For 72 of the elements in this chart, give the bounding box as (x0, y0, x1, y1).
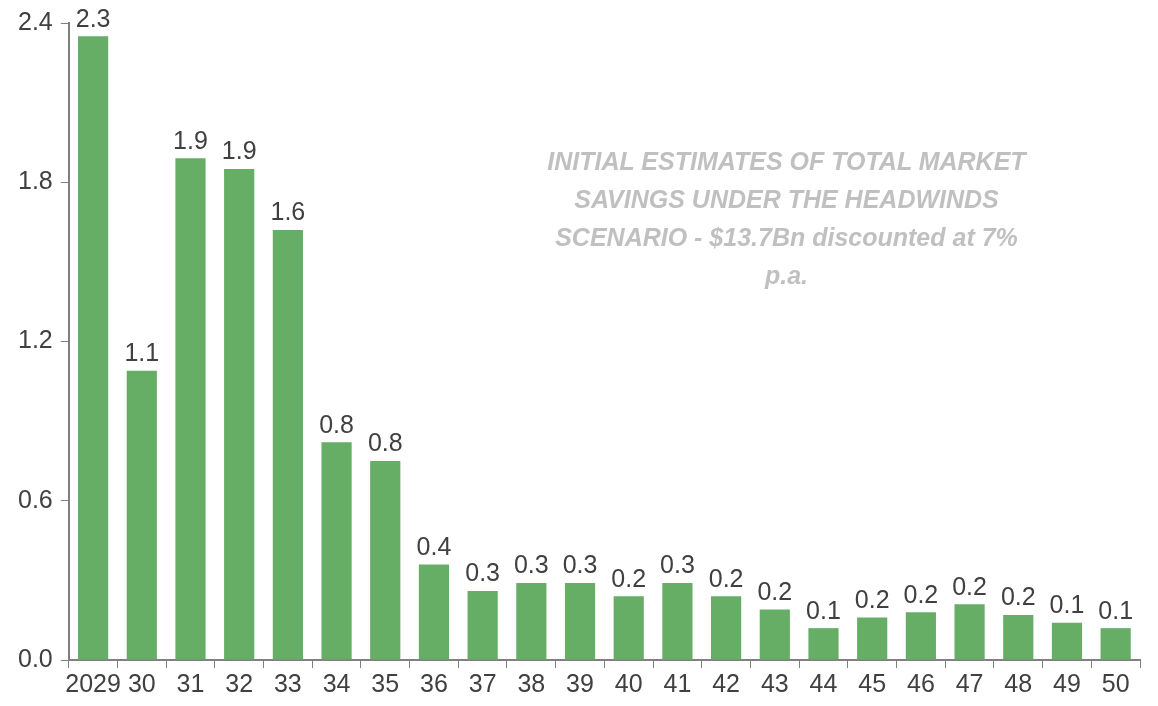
y-tick-label: 1.2 (17, 325, 53, 354)
data-label: 0.2 (903, 579, 939, 608)
data-label: 1.1 (124, 338, 160, 367)
data-label: 0.2 (1000, 582, 1036, 611)
x-tick-label: 40 (614, 668, 643, 697)
x-tick-label: 42 (712, 668, 741, 697)
data-label: 1.6 (270, 197, 306, 226)
bar (808, 628, 839, 660)
bar (1003, 614, 1034, 660)
data-label: 0.1 (1049, 590, 1085, 619)
x-tick-label: 38 (517, 668, 546, 697)
bar (272, 230, 303, 660)
bar (1051, 622, 1083, 660)
bar (711, 596, 742, 660)
x-tick-label: 47 (955, 668, 984, 697)
bar (1100, 628, 1131, 660)
data-label: 0.1 (806, 595, 841, 624)
bar (418, 564, 450, 660)
x-tick-label: 35 (371, 668, 400, 697)
x-tick-label: 44 (809, 668, 838, 697)
data-label: 0.3 (465, 558, 501, 587)
data-label: 0.2 (952, 571, 987, 600)
data-label: 0.2 (611, 563, 647, 592)
bar (126, 370, 157, 660)
bar (954, 604, 985, 660)
x-tick-label: 32 (225, 668, 254, 697)
bar (905, 612, 936, 660)
data-label: 0.3 (513, 550, 549, 579)
bar (224, 168, 255, 660)
x-tick-label: 33 (273, 668, 302, 697)
x-tick-label: 39 (566, 668, 594, 697)
data-label: 0.3 (660, 550, 695, 579)
data-label: 0.2 (757, 576, 793, 605)
data-label: 1.9 (221, 136, 257, 165)
x-tick-label: 2029 (65, 668, 121, 697)
x-tick-label: 30 (127, 668, 156, 697)
data-label: 0.1 (1098, 595, 1134, 624)
x-tick-label: 36 (420, 668, 448, 697)
data-label: 1.9 (173, 125, 208, 154)
annotation: INITIAL ESTIMATES OF TOTAL MARKET SAVINGS UNDER THE HEADWINDS SCENARIO - $13.7Bn discounted at 7% p.a. (547, 146, 1029, 289)
x-tick-label: 45 (858, 668, 887, 697)
data-label: 0.2 (708, 563, 744, 592)
bar (759, 609, 790, 660)
x-tick-label: 34 (322, 668, 351, 697)
bar (662, 583, 693, 660)
bar (467, 590, 498, 660)
y-tick-label: 0.6 (17, 484, 53, 513)
bar (370, 460, 401, 660)
bar (78, 36, 109, 660)
x-tick-label: 48 (1004, 668, 1033, 697)
bar (564, 583, 596, 660)
bar (613, 596, 644, 660)
data-label: 0.8 (319, 409, 354, 438)
bar (857, 617, 888, 660)
data-label: 2.3 (75, 3, 111, 32)
data-label: 0.4 (416, 531, 452, 560)
x-tick-label: 50 (1101, 668, 1130, 697)
x-tick-label: 31 (176, 668, 205, 697)
data-label: 0.8 (367, 428, 403, 457)
bar (321, 442, 352, 660)
y-tick-label: 0.0 (17, 643, 53, 672)
x-tick-label: 49 (1053, 668, 1081, 697)
x-tick-label: 37 (468, 668, 497, 697)
x-tick-label: 41 (663, 668, 692, 697)
bar (175, 158, 206, 660)
bar (516, 583, 547, 660)
x-tick-label: 43 (760, 668, 789, 697)
y-tick-label: 2.4 (17, 6, 53, 35)
y-tick-label: 1.8 (17, 166, 53, 195)
data-label: 0.3 (562, 550, 598, 579)
x-tick-label: 46 (906, 668, 935, 697)
data-label: 0.2 (854, 584, 890, 613)
